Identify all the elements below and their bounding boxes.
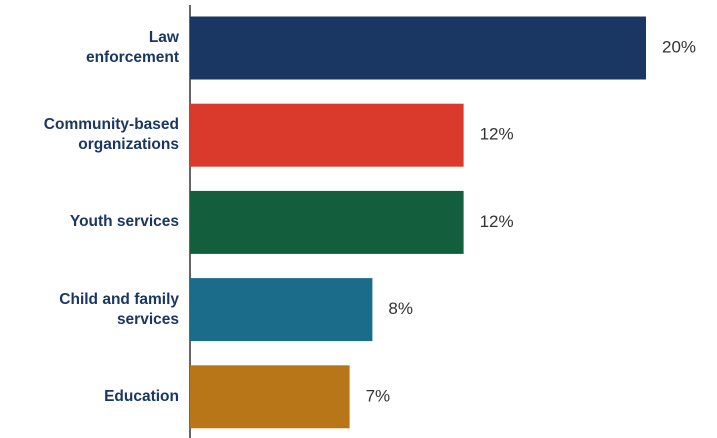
bar xyxy=(190,278,373,342)
value-label: 20% xyxy=(662,37,696,56)
value-label: 12% xyxy=(480,212,514,231)
category-label: Child and family services xyxy=(59,290,179,328)
bar xyxy=(190,16,646,80)
bar xyxy=(190,190,464,254)
category-label: Law enforcement xyxy=(85,29,179,66)
bar xyxy=(190,365,350,429)
value-label: 8% xyxy=(388,299,413,318)
category-label: Community-based organizations xyxy=(43,116,179,154)
value-label: 7% xyxy=(366,386,391,405)
bar xyxy=(190,103,464,167)
value-label: 12% xyxy=(480,125,514,144)
category-label: Education xyxy=(104,387,179,405)
category-label: Youth services xyxy=(69,213,179,231)
